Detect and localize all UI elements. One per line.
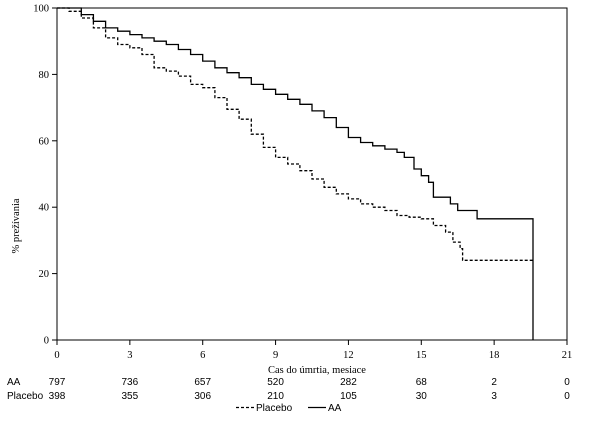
x-axis: 0 3 6 9 12 15 18 21	[54, 340, 572, 361]
x-tick-label: 9	[273, 350, 278, 361]
x-axis-title: Cas do úmrtia, mesiace	[268, 365, 366, 376]
at-risk-count: 0	[564, 391, 570, 402]
at-risk-count: 210	[267, 391, 284, 402]
at-risk-count: 657	[194, 377, 211, 388]
x-tick-label: 18	[489, 350, 500, 361]
at-risk-count: 736	[122, 377, 139, 388]
at-risk-count: 0	[564, 377, 570, 388]
legend-aa-label: AA	[328, 403, 342, 414]
at-risk-count: 398	[49, 391, 66, 402]
y-tick-label: 0	[44, 336, 49, 347]
x-tick-label: 12	[343, 350, 354, 361]
y-tick-label: 60	[39, 136, 50, 147]
y-tick-label: 40	[39, 203, 50, 214]
at-risk-table: AA 797 736 657 520 282 68 2 0 Placebo 398 355 306 210…	[7, 377, 570, 402]
at-risk-count: 3	[491, 391, 497, 402]
plot-frame	[56, 7, 568, 341]
y-axis-title: % prežívania	[11, 198, 22, 253]
at-risk-count: 68	[416, 377, 428, 388]
at-risk-count: 355	[122, 391, 139, 402]
x-tick-label: 0	[54, 350, 59, 361]
at-risk-row-label: AA	[7, 377, 21, 388]
plot-border	[56, 7, 568, 341]
at-risk-count: 797	[49, 377, 66, 388]
at-risk-count: 520	[267, 377, 284, 388]
x-tick-label: 15	[416, 350, 427, 361]
x-tick-label: 6	[200, 350, 205, 361]
legend: Placebo AA	[236, 403, 342, 414]
at-risk-count: 282	[340, 377, 357, 388]
x-tick-label: 3	[127, 350, 132, 361]
series-aa-curve	[57, 7, 534, 340]
y-tick-label: 20	[39, 269, 50, 280]
x-tick-label: 21	[562, 350, 573, 361]
y-axis: 0 20 40 60 80 100	[33, 4, 57, 347]
at-risk-count: 30	[416, 391, 428, 402]
survival-curves	[57, 7, 534, 340]
series-placebo-curve	[57, 7, 533, 261]
at-risk-count: 105	[340, 391, 357, 402]
at-risk-count: 306	[194, 391, 211, 402]
at-risk-row-label: Placebo	[7, 391, 44, 402]
legend-placebo-label: Placebo	[256, 403, 293, 414]
at-risk-count: 2	[491, 377, 497, 388]
y-tick-label: 100	[33, 4, 49, 15]
y-tick-label: 80	[39, 70, 50, 81]
